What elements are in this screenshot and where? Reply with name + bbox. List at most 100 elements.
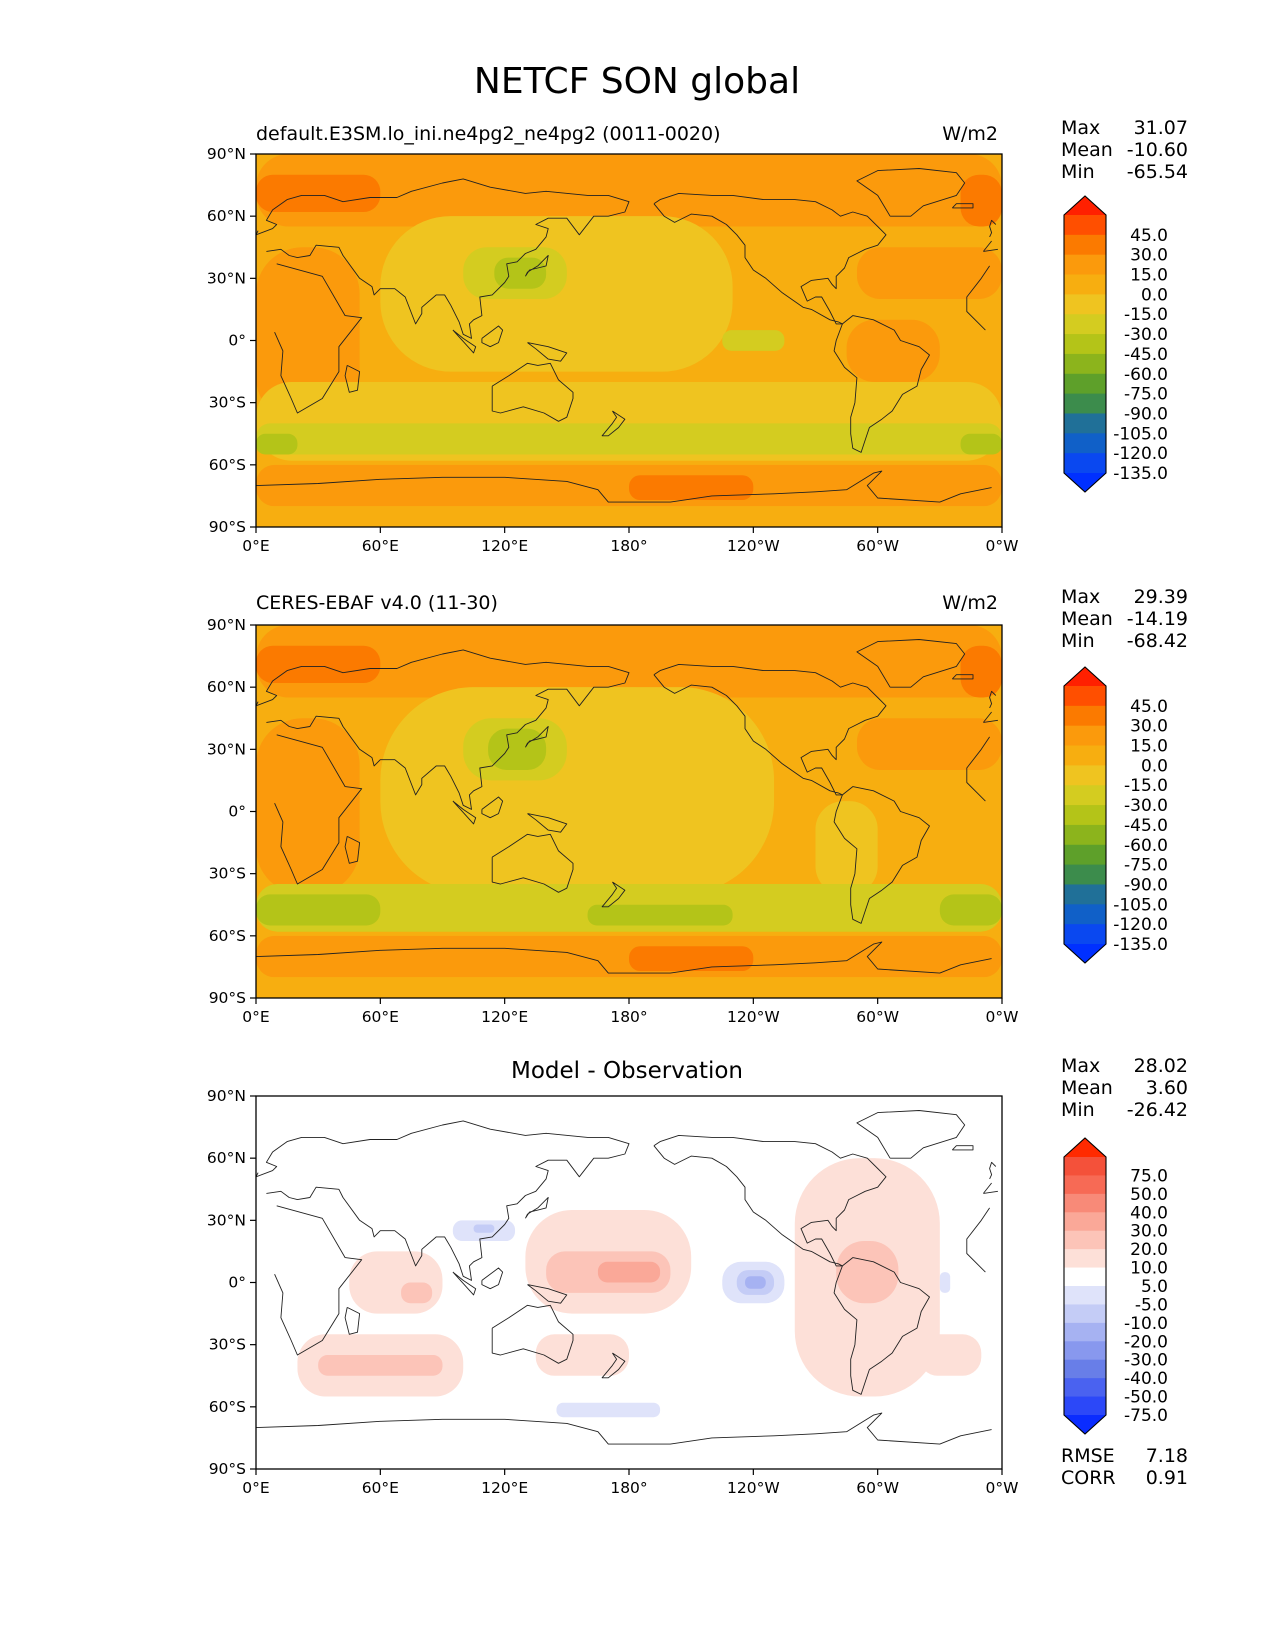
panel-3-stats: Max 28.02 Mean 3.60 Min -26.42 RMSE 7.18… xyxy=(1061,1055,1188,1489)
stat-max-label: Max xyxy=(1061,1055,1100,1077)
colorbar-segment xyxy=(1064,745,1106,766)
lat-tick-label: 30°N xyxy=(207,269,246,287)
stat-max-value: 31.07 xyxy=(1134,117,1188,139)
contour-region xyxy=(939,1272,951,1293)
contour-region xyxy=(488,728,547,771)
colorbar-label: -120.0 xyxy=(1113,915,1168,935)
contour-region xyxy=(380,687,775,895)
colorbar-label: 15.0 xyxy=(1130,266,1168,286)
lon-tick-label: 60°E xyxy=(362,1008,399,1026)
coastline xyxy=(256,470,992,503)
stat-max-value: 29.39 xyxy=(1134,586,1188,608)
colorbar-label: 50.0 xyxy=(1130,1185,1168,1205)
stat-max-label: Max xyxy=(1061,117,1100,139)
contour-region xyxy=(535,1334,629,1376)
contour-region xyxy=(836,1241,899,1304)
coastline xyxy=(833,786,930,924)
coastline xyxy=(983,1182,992,1194)
colorbar-extend-bottom xyxy=(1064,944,1106,963)
colorbar-extend-top xyxy=(1064,196,1106,215)
panel-1-stats: Max 31.07 Mean -10.60 Min -65.54 xyxy=(1061,117,1188,183)
lon-tick-label: 120°W xyxy=(727,1479,780,1497)
coastline xyxy=(966,265,990,331)
coastline xyxy=(527,342,568,362)
lon-tick-label: 180° xyxy=(610,537,647,555)
coastline xyxy=(344,1306,361,1335)
colorbar-outline xyxy=(1063,1137,1107,1435)
coastline xyxy=(452,800,477,825)
coastline xyxy=(481,325,504,348)
coastline xyxy=(983,248,998,252)
colorbar-segment xyxy=(1064,314,1106,335)
contour-region xyxy=(256,423,1002,455)
coastlines xyxy=(256,1110,998,1445)
colorbar-segment xyxy=(1064,686,1106,707)
colorbar-segment xyxy=(1064,1378,1106,1398)
colorbar-segment xyxy=(1064,215,1106,236)
colorbar-segment xyxy=(1064,433,1106,454)
panel-1-units: W/m2 xyxy=(942,123,998,145)
colorbar-label: 15.0 xyxy=(1130,737,1168,757)
colorbar-label: -135.0 xyxy=(1113,464,1168,484)
stat-mean-value: -14.19 xyxy=(1127,608,1188,630)
lat-tick-label: 90°S xyxy=(209,1460,246,1478)
coastline xyxy=(983,1190,998,1194)
colorbar-segment xyxy=(1064,785,1106,806)
coastline xyxy=(983,711,992,723)
contour-region xyxy=(256,935,1002,978)
figure-title: NETCF SON global xyxy=(474,61,800,102)
panel-2-stats: Max 29.39 Mean -14.19 Min -68.42 xyxy=(1061,586,1188,652)
colorbar-label: -105.0 xyxy=(1113,895,1168,915)
lat-tick-label: 60°N xyxy=(207,678,246,696)
contour-region xyxy=(556,1402,661,1418)
coastline xyxy=(951,674,974,680)
coastline xyxy=(452,1271,477,1296)
lon-tick-label: 0°W xyxy=(986,1008,1019,1026)
stat-rmse-label: RMSE xyxy=(1061,1445,1115,1467)
lat-tick-label: 0° xyxy=(228,332,246,350)
stat-mean-value: -10.60 xyxy=(1127,139,1188,161)
contour-region xyxy=(629,475,754,501)
coastline xyxy=(601,1352,626,1379)
colorbar-label: -20.0 xyxy=(1124,1332,1168,1352)
colorbar-label: 45.0 xyxy=(1130,226,1168,246)
stat-mean-label: Mean xyxy=(1061,608,1113,630)
lon-tick-label: 60°E xyxy=(362,1479,399,1497)
contour-region xyxy=(939,894,1002,926)
contour-region xyxy=(256,464,1002,507)
stat-min-label: Min xyxy=(1061,161,1095,183)
panel-1-left-title: default.E3SM.lo_ini.ne4pg2_ne4pg2 (0011-… xyxy=(256,123,721,145)
colorbar-label: 10.0 xyxy=(1130,1259,1168,1279)
colorbar-label: -15.0 xyxy=(1124,776,1168,796)
colorbar-label: -135.0 xyxy=(1113,935,1168,955)
coastline xyxy=(481,1267,504,1290)
colorbar-segment xyxy=(1064,334,1106,355)
colorbar-segment xyxy=(1064,805,1106,826)
coastline xyxy=(524,1197,549,1219)
stat-corr-value: 0.91 xyxy=(1146,1467,1188,1489)
colorbar-segment xyxy=(1064,1304,1106,1324)
lat-tick-label: 90°N xyxy=(207,616,246,634)
colorbar-label: -40.0 xyxy=(1124,1369,1168,1389)
panel-2-colorbar: 45.030.015.00.0-15.0-30.0-45.0-60.0-75.0… xyxy=(1063,666,1168,964)
lat-tick-label: 30°N xyxy=(207,740,246,758)
colorbar-segment xyxy=(1064,254,1106,276)
colorbar-label: -75.0 xyxy=(1124,385,1168,405)
colorbar-label: -45.0 xyxy=(1124,816,1168,836)
panel-difference: Model - Observation 90°N 60°N 30°N 0° 30°S 60… xyxy=(207,1055,1188,1497)
colorbar-segment xyxy=(1064,1175,1106,1195)
panel-3-title: Model - Observation xyxy=(511,1058,743,1084)
colorbar-label: 0.0 xyxy=(1141,285,1168,305)
lat-tick-label: 0° xyxy=(228,1274,246,1292)
contour-region xyxy=(473,1224,495,1233)
stat-max-label: Max xyxy=(1061,586,1100,608)
panel-2-map: 90°N 60°N 30°N 0° 30°S 60°S 90°S0°E 60°E 120°E 18… xyxy=(207,616,1019,1026)
lon-tick-label: 60°W xyxy=(856,1479,899,1497)
lat-tick-label: 90°S xyxy=(209,989,246,1007)
coastline xyxy=(256,649,630,810)
coastline xyxy=(833,315,930,453)
stat-min-value: -68.42 xyxy=(1127,630,1188,652)
colorbar-label: -15.0 xyxy=(1124,305,1168,325)
coastline xyxy=(256,178,630,339)
